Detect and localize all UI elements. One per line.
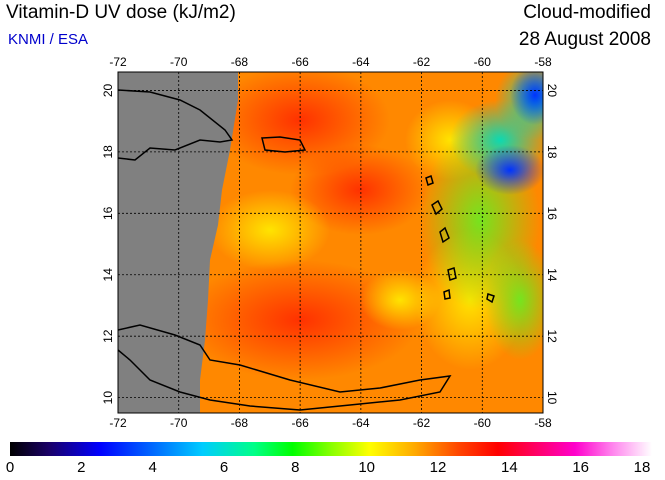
colorbar-tick-label: 2 xyxy=(77,459,86,476)
colorbar-tick-label: 12 xyxy=(429,459,447,476)
lat-tick-label: 16 xyxy=(545,207,559,221)
uv-field xyxy=(118,72,543,413)
lon-tick-label: -72 xyxy=(109,55,127,69)
lon-tick-label: -72 xyxy=(109,416,127,430)
lat-tick-label: 18 xyxy=(101,145,115,159)
lon-tick-label: -60 xyxy=(474,416,492,430)
colorbar-tick-label: 0 xyxy=(5,459,15,476)
lat-labels-right: 10 12 14 16 18 20 xyxy=(545,84,559,405)
lon-tick-label: -66 xyxy=(291,55,309,69)
colorbar-tick-label: 18 xyxy=(633,459,651,476)
graticule xyxy=(118,72,543,413)
lat-tick-label: 20 xyxy=(545,84,559,98)
lon-labels-top: -72 -70 -68 -66 -64 -62 -60 -58 xyxy=(109,55,552,69)
mode-label: Cloud-modified xyxy=(523,2,651,23)
lon-tick-label: -68 xyxy=(231,416,249,430)
uv-dose-map: -72 -70 -68 -66 -64 -62 -60 -58 -72 -70 -68 -66 -64… xyxy=(101,55,559,430)
lat-tick-label: 10 xyxy=(545,391,559,405)
coastlines xyxy=(117,89,495,411)
lat-labels-left: 10 12 14 16 18 20 xyxy=(101,83,115,404)
date-label: 28 August 2008 xyxy=(518,29,651,50)
lon-tick-label: -58 xyxy=(534,55,552,69)
lon-tick-label: -68 xyxy=(231,55,249,69)
lat-tick-label: 10 xyxy=(101,391,115,405)
lat-tick-label: 18 xyxy=(545,145,559,159)
colorbar-tick-label: 6 xyxy=(219,459,229,476)
lat-tick-label: 14 xyxy=(545,268,559,282)
lat-tick-label: 12 xyxy=(101,329,115,343)
lon-labels-bottom: -72 -70 -68 -66 -64 -62 -60 -58 xyxy=(109,416,552,430)
lon-tick-label: -64 xyxy=(352,416,370,430)
lon-tick-label: -64 xyxy=(352,55,370,69)
lat-tick-label: 20 xyxy=(101,83,115,97)
map-title: Vitamin-D UV dose (kJ/m2) xyxy=(6,2,236,23)
lon-tick-label: -62 xyxy=(413,416,431,430)
lon-tick-label: -70 xyxy=(170,55,188,69)
colorbar xyxy=(10,442,652,456)
colorbar-tick-label: 4 xyxy=(148,459,157,476)
lon-tick-label: -62 xyxy=(413,55,431,69)
colorbar-tick-label: 10 xyxy=(358,459,375,476)
colorbar-tick-label: 8 xyxy=(291,459,300,476)
lat-tick-label: 12 xyxy=(545,330,559,344)
lon-tick-label: -70 xyxy=(170,416,188,430)
lon-tick-label: -58 xyxy=(534,416,552,430)
colorbar-tick-label: 16 xyxy=(572,459,589,476)
map-frame xyxy=(117,71,544,414)
credit-label: KNMI / ESA xyxy=(8,31,89,48)
lon-tick-label: -66 xyxy=(291,416,309,430)
lat-tick-label: 14 xyxy=(101,268,115,282)
colorbar-tick-label: 14 xyxy=(500,459,518,476)
lat-tick-label: 16 xyxy=(101,206,115,220)
lon-tick-label: -60 xyxy=(474,55,492,69)
